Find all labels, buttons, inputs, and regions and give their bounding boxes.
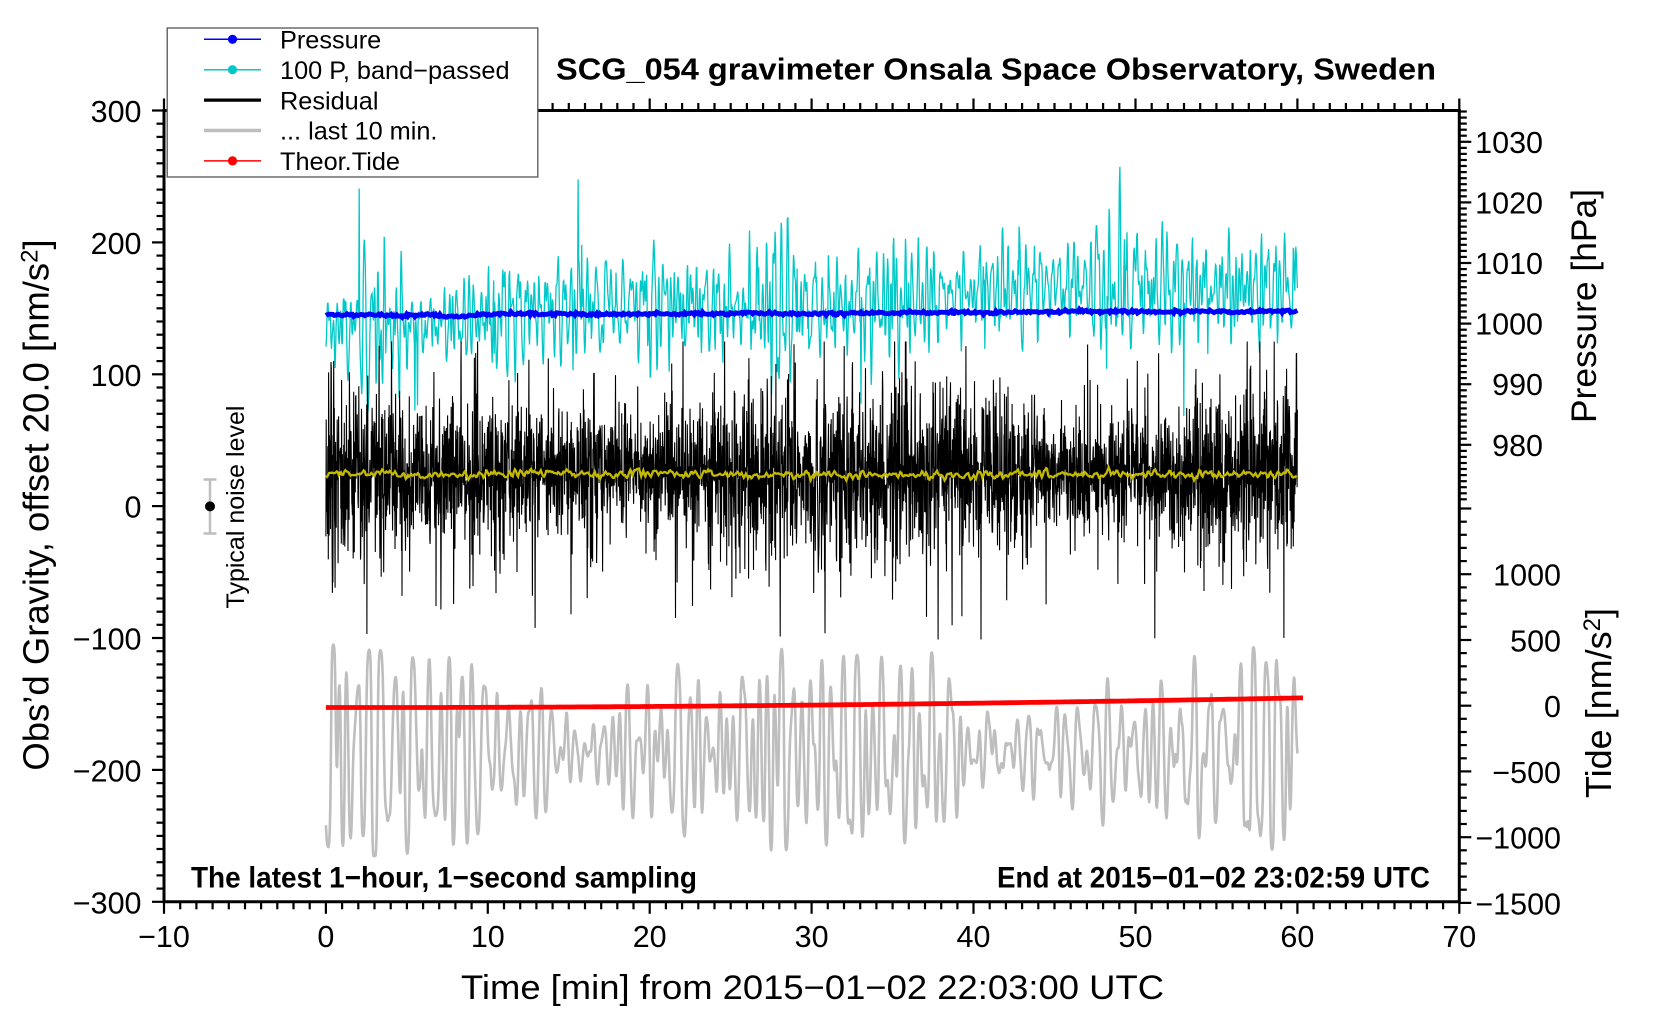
svg-text:990: 990: [1492, 368, 1543, 402]
svg-text:−200: −200: [73, 754, 142, 788]
svg-text:70: 70: [1442, 920, 1476, 954]
svg-text:−1500: −1500: [1475, 887, 1561, 921]
svg-text:SCG_054 gravimeter Onsala Spac: SCG_054 gravimeter Onsala Space Observat…: [556, 52, 1436, 87]
svg-text:−10: −10: [138, 920, 190, 954]
svg-text:50: 50: [1119, 920, 1153, 954]
svg-text:100 P, band−passed: 100 P, band−passed: [280, 57, 510, 85]
svg-text:200: 200: [91, 227, 142, 261]
svg-text:Residual: Residual: [280, 87, 378, 115]
svg-text:1020: 1020: [1475, 186, 1543, 220]
svg-text:40: 40: [957, 920, 991, 954]
svg-text:The latest 1−hour, 1−second sa: The latest 1−hour, 1−second sampling: [191, 862, 697, 895]
svg-text:Tide [nm/s2]: Tide [nm/s2]: [1578, 608, 1619, 798]
svg-text:−1000: −1000: [1475, 822, 1561, 856]
svg-text:1010: 1010: [1475, 247, 1543, 281]
svg-text:0: 0: [125, 491, 142, 525]
svg-text:60: 60: [1280, 920, 1314, 954]
svg-text:100: 100: [91, 359, 142, 393]
svg-text:30: 30: [795, 920, 829, 954]
svg-text:1000: 1000: [1475, 308, 1543, 342]
svg-text:20: 20: [633, 920, 667, 954]
svg-text:500: 500: [1510, 625, 1561, 659]
svg-text:Typical noise level: Typical noise level: [222, 406, 250, 609]
svg-text:Theor.Tide: Theor.Tide: [280, 148, 400, 176]
svg-text:−500: −500: [1492, 756, 1561, 790]
svg-text:−100: −100: [73, 623, 142, 657]
svg-text:0: 0: [1544, 690, 1561, 724]
svg-text:Pressure: Pressure: [280, 27, 381, 55]
svg-text:1030: 1030: [1475, 126, 1543, 160]
svg-text:End at 2015−01−02 23:02:59 UTC: End at 2015−01−02 23:02:59 UTC: [997, 862, 1430, 895]
svg-text:Pressure [hPa]: Pressure [hPa]: [1564, 189, 1604, 423]
svg-text:0: 0: [317, 920, 334, 954]
svg-text:Time [min] from 2015−01−02 22:: Time [min] from 2015−01−02 22:03:00 UTC: [461, 969, 1164, 1007]
svg-text:... last 10 min.: ... last 10 min.: [280, 118, 437, 146]
svg-text:300: 300: [91, 95, 142, 129]
svg-text:980: 980: [1492, 429, 1543, 463]
svg-text:−300: −300: [73, 886, 142, 920]
svg-text:1000: 1000: [1493, 559, 1561, 593]
svg-text:10: 10: [471, 920, 505, 954]
svg-text:Obs’d Gravity, offset 20.0 [nm: Obs’d Gravity, offset 20.0 [nm/s2]: [16, 239, 57, 770]
